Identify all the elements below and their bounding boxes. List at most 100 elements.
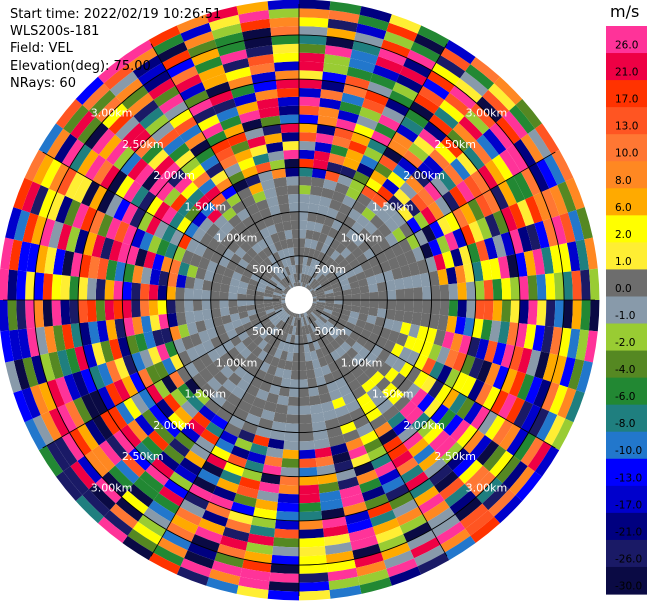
velocity-gate [299, 502, 322, 513]
velocity-gate [364, 493, 389, 511]
colorbar-bin [606, 242, 647, 271]
velocity-gate [225, 66, 252, 82]
velocity-gate [275, 79, 299, 90]
velocity-gate [265, 285, 275, 292]
velocity-gate [304, 238, 312, 249]
velocity-gate [436, 346, 451, 365]
velocity-gate [477, 410, 498, 436]
velocity-gate [193, 194, 211, 212]
velocity-gate [566, 241, 581, 272]
velocity-gate [430, 300, 441, 315]
velocity-gate [194, 56, 223, 74]
velocity-gate [436, 216, 453, 236]
velocity-gate [134, 248, 148, 267]
velocity-gate [39, 218, 56, 247]
velocity-gate [417, 552, 450, 575]
velocity-gate [439, 99, 465, 123]
velocity-gate [390, 242, 404, 257]
velocity-gate [299, 335, 304, 345]
velocity-gate [347, 208, 362, 222]
velocity-gate [334, 182, 350, 196]
velocity-gate [316, 297, 326, 300]
velocity-gate [423, 181, 442, 202]
velocity-gate [209, 89, 234, 107]
velocity-gate [238, 10, 270, 24]
velocity-gate [249, 524, 275, 538]
range-ring-label: 3.00km [466, 107, 508, 120]
velocity-gate [497, 255, 510, 279]
velocity-gate [69, 300, 80, 325]
colorbar-tick-labels: 26.021.017.013.010.08.06.02.01.00.0-1.0-… [615, 40, 642, 593]
velocity-gate [311, 421, 327, 432]
velocity-gate [75, 495, 104, 524]
velocity-gate [482, 483, 510, 511]
colorbar-bin [606, 188, 647, 216]
velocity-gate [379, 260, 392, 273]
velocity-gate [444, 92, 471, 117]
velocity-gate [427, 507, 455, 530]
velocity-gate [387, 442, 409, 461]
velocity-gate [313, 150, 331, 162]
velocity-gate [299, 387, 310, 398]
velocity-gate [356, 162, 375, 178]
velocity-gate [339, 278, 350, 287]
velocity-gate [513, 139, 537, 168]
velocity-gate [258, 106, 280, 119]
velocity-gate [423, 155, 444, 176]
velocity-gate [272, 294, 282, 299]
velocity-gate [342, 157, 361, 171]
velocity-gate [262, 342, 273, 354]
velocity-gate [299, 352, 306, 362]
velocity-gate [86, 300, 97, 323]
velocity-gate [405, 471, 429, 492]
velocity-gate [148, 175, 168, 197]
velocity-gate [121, 202, 139, 225]
velocity-gate [332, 451, 351, 465]
velocity-gate [170, 388, 188, 407]
velocity-gate [326, 207, 339, 220]
velocity-gate [299, 589, 331, 601]
velocity-gate [558, 243, 572, 273]
velocity-gate [329, 1, 362, 15]
velocity-gate [210, 391, 227, 408]
velocity-gate [396, 506, 423, 527]
velocity-gate [275, 185, 288, 197]
velocity-gate [284, 324, 291, 334]
velocity-gate [199, 232, 214, 247]
velocity-gate [282, 342, 290, 352]
velocity-gate [333, 303, 343, 310]
velocity-gate [57, 223, 73, 251]
velocity-gate [383, 246, 396, 261]
velocity-gate [222, 207, 237, 222]
velocity-gate [191, 372, 208, 389]
velocity-gate [91, 445, 116, 472]
velocity-gate [248, 278, 259, 287]
velocity-gate [559, 212, 576, 244]
velocity-gate [266, 196, 279, 208]
velocity-gate [145, 196, 164, 217]
velocity-gate [64, 171, 85, 200]
velocity-gate [422, 300, 432, 314]
velocity-gate [17, 328, 32, 359]
velocity-gate [253, 322, 264, 332]
velocity-gate [115, 401, 135, 425]
velocity-gate [359, 306, 370, 315]
velocity-gate [176, 566, 209, 586]
velocity-gate [281, 132, 299, 142]
velocity-gate [299, 132, 317, 142]
velocity-gate [191, 227, 207, 243]
velocity-gate [423, 398, 442, 419]
velocity-gate [378, 290, 388, 300]
velocity-gate [234, 325, 246, 336]
velocity-gate [543, 415, 566, 446]
velocity-gate [158, 93, 185, 115]
velocity-gate [335, 345, 347, 358]
velocity-gate [145, 364, 162, 384]
velocity-gate [184, 300, 194, 313]
velocity-gate [351, 293, 361, 300]
velocity-gate [70, 461, 96, 490]
colorbar-bin [606, 431, 647, 460]
velocity-gate [178, 261, 190, 277]
velocity-gate [270, 315, 280, 324]
velocity-gate [355, 23, 387, 40]
